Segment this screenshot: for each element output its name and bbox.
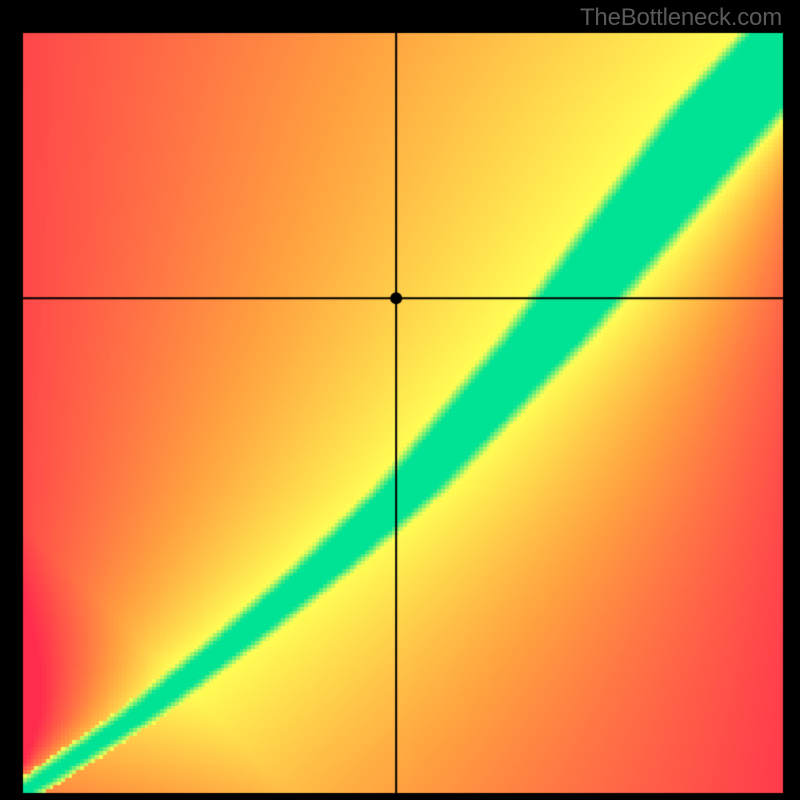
heatmap-canvas — [0, 0, 800, 800]
watermark-label: TheBottleneck.com — [580, 4, 782, 32]
bottleneck-heatmap-chart: TheBottleneck.com — [0, 0, 800, 800]
